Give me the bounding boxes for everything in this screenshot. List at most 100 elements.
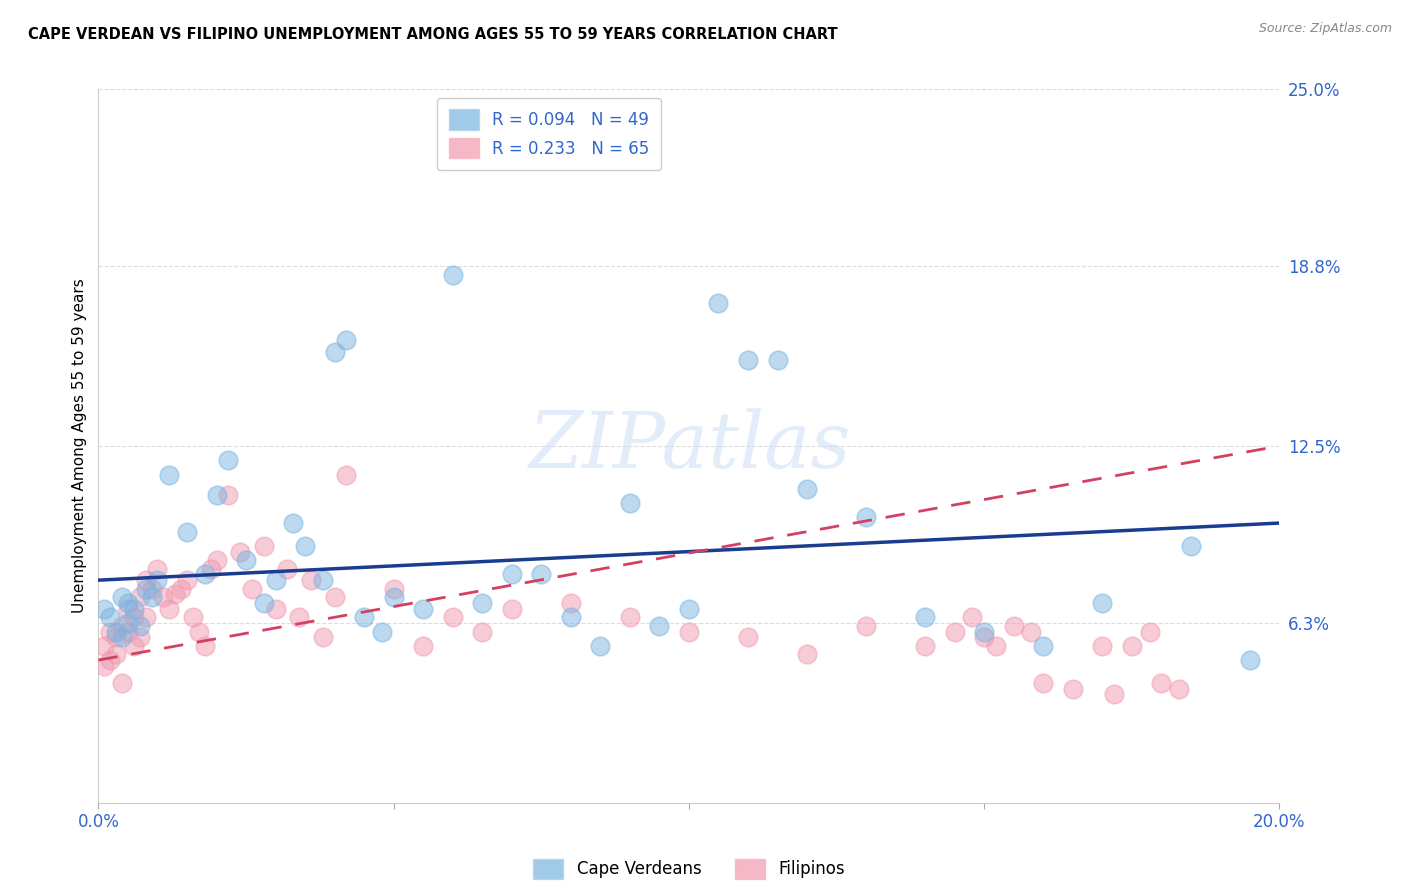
Point [984, 639, 1007, 653]
Point [253, 596, 276, 610]
Point [471, 624, 494, 639]
Point [93, 601, 115, 615]
Point [855, 510, 877, 524]
Point [240, 582, 263, 596]
Point [737, 353, 759, 368]
Point [312, 573, 335, 587]
Point [323, 591, 346, 605]
Point [1002, 619, 1025, 633]
Point [335, 334, 357, 348]
Point [135, 610, 157, 624]
Point [1139, 624, 1161, 639]
Point [382, 591, 405, 605]
Point [141, 582, 163, 596]
Point [441, 610, 464, 624]
Point [93, 639, 115, 653]
Point [737, 630, 759, 644]
Point [678, 624, 700, 639]
Point [253, 539, 276, 553]
Point [1121, 639, 1143, 653]
Point [117, 601, 139, 615]
Point [98, 610, 121, 624]
Point [276, 562, 298, 576]
Point [766, 353, 789, 368]
Point [1102, 687, 1125, 701]
Point [648, 619, 671, 633]
Point [1062, 681, 1084, 696]
Point [194, 567, 217, 582]
Point [323, 344, 346, 359]
Point [264, 601, 287, 615]
Point [1168, 681, 1191, 696]
Point [217, 453, 239, 467]
Point [283, 516, 305, 530]
Point [117, 624, 139, 639]
Point [117, 596, 139, 610]
Point [560, 610, 582, 624]
Point [707, 296, 730, 310]
Point [412, 639, 434, 653]
Point [914, 610, 936, 624]
Point [501, 567, 523, 582]
Point [135, 582, 157, 596]
Point [117, 615, 139, 630]
Point [1091, 639, 1114, 653]
Point [412, 601, 434, 615]
Text: ZIPatlas: ZIPatlas [527, 408, 851, 484]
Point [353, 610, 375, 624]
Point [1021, 624, 1043, 639]
Point [962, 610, 984, 624]
Point [288, 610, 311, 624]
Point [146, 573, 169, 587]
Point [678, 601, 700, 615]
Point [796, 648, 818, 662]
Y-axis label: Unemployment Among Ages 55 to 59 years: Unemployment Among Ages 55 to 59 years [72, 278, 87, 614]
Point [530, 567, 553, 582]
Point [111, 676, 134, 690]
Point [205, 487, 228, 501]
Point [371, 624, 394, 639]
Point [294, 539, 316, 553]
Point [855, 619, 877, 633]
Text: CAPE VERDEAN VS FILIPINO UNEMPLOYMENT AMONG AGES 55 TO 59 YEARS CORRELATION CHAR: CAPE VERDEAN VS FILIPINO UNEMPLOYMENT AM… [28, 27, 838, 42]
Point [98, 653, 121, 667]
Point [619, 496, 641, 510]
Point [135, 573, 157, 587]
Point [1032, 676, 1054, 690]
Point [299, 573, 322, 587]
Point [796, 482, 818, 496]
Point [943, 624, 966, 639]
Point [1091, 596, 1114, 610]
Point [165, 587, 187, 601]
Point [122, 610, 145, 624]
Point [973, 624, 995, 639]
Point [157, 601, 180, 615]
Legend: Cape Verdeans, Filipinos: Cape Verdeans, Filipinos [524, 850, 853, 888]
Point [187, 624, 209, 639]
Point [141, 591, 163, 605]
Point [229, 544, 252, 558]
Point [157, 467, 180, 482]
Point [205, 553, 228, 567]
Point [170, 582, 193, 596]
Point [176, 524, 198, 539]
Point [111, 630, 134, 644]
Point [105, 630, 128, 644]
Point [128, 619, 150, 633]
Point [1239, 653, 1261, 667]
Point [194, 639, 217, 653]
Point [200, 562, 222, 576]
Point [312, 630, 335, 644]
Point [235, 553, 257, 567]
Point [146, 562, 169, 576]
Point [589, 639, 612, 653]
Point [560, 596, 582, 610]
Point [152, 591, 174, 605]
Point [382, 582, 405, 596]
Point [619, 610, 641, 624]
Point [1180, 539, 1202, 553]
Point [914, 639, 936, 653]
Text: Source: ZipAtlas.com: Source: ZipAtlas.com [1258, 22, 1392, 36]
Point [217, 487, 239, 501]
Point [1150, 676, 1173, 690]
